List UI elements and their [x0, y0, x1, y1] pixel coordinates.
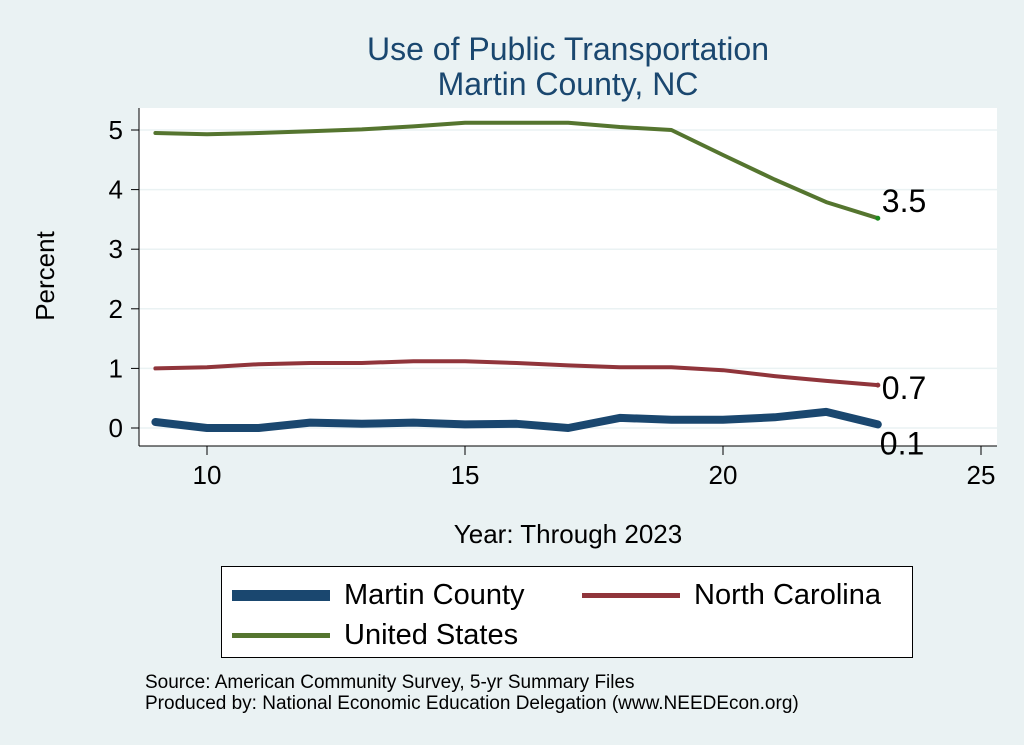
y-tick-label-3: 3: [109, 234, 123, 264]
legend: Martin County North Carolina United Stat…: [221, 566, 913, 658]
series-line-united-states: [153, 120, 880, 221]
end-label-martin-county: 0.1: [880, 425, 924, 461]
legend-label-martin-county: Martin County: [344, 579, 525, 611]
y-tick-label-4: 4: [109, 175, 123, 205]
x-tick-label-15: 15: [451, 460, 480, 490]
plot-area: [139, 108, 997, 446]
gridlines: [139, 129, 997, 429]
legend-item-martin-county: Martin County: [232, 579, 525, 612]
end-label-united-states: 3.5: [882, 183, 926, 219]
legend-label-united-states: United States: [344, 619, 519, 651]
legend-item-north-carolina: North Carolina: [582, 579, 881, 612]
x-axis-title: Year: Through 2023: [454, 519, 682, 549]
end-marker-martin-county: [875, 421, 881, 427]
legend-label-north-carolina: North Carolina: [694, 579, 881, 611]
x-tick-label-20: 20: [709, 460, 738, 490]
x-tick-label-25: 25: [967, 460, 996, 490]
y-axis-title: Percent: [30, 230, 60, 320]
end-marker-north-carolina: [875, 382, 881, 388]
chart-title: Use of Public Transportation: [367, 31, 769, 67]
y-tick-label-5: 5: [109, 115, 123, 145]
producer-note: Produced by: National Economic Education…: [145, 693, 799, 714]
chart-subtitle: Martin County, NC: [438, 66, 699, 102]
legend-swatch-martin-county: [232, 590, 330, 601]
series-line-martin-county: [151, 407, 882, 432]
legend-item-united-states: United States: [232, 619, 518, 652]
y-tick-label-1: 1: [109, 353, 123, 383]
end-marker-united-states: [875, 215, 881, 221]
y-tick-label-2: 2: [109, 294, 123, 324]
legend-swatch-united-states: [232, 633, 330, 638]
end-labels: 0.1 0.7 3.5: [875, 183, 926, 461]
end-label-north-carolina: 0.7: [882, 370, 926, 406]
x-tick-label-10: 10: [193, 460, 222, 490]
series-line-north-carolina: [153, 359, 880, 388]
y-tick-label-0: 0: [109, 413, 123, 443]
source-note: Source: American Community Survey, 5-yr …: [145, 672, 635, 693]
legend-swatch-north-carolina: [582, 593, 680, 598]
axes: 0 1 2 3 4 5 10 15 20 25: [109, 108, 997, 490]
series-layer: [151, 120, 882, 432]
